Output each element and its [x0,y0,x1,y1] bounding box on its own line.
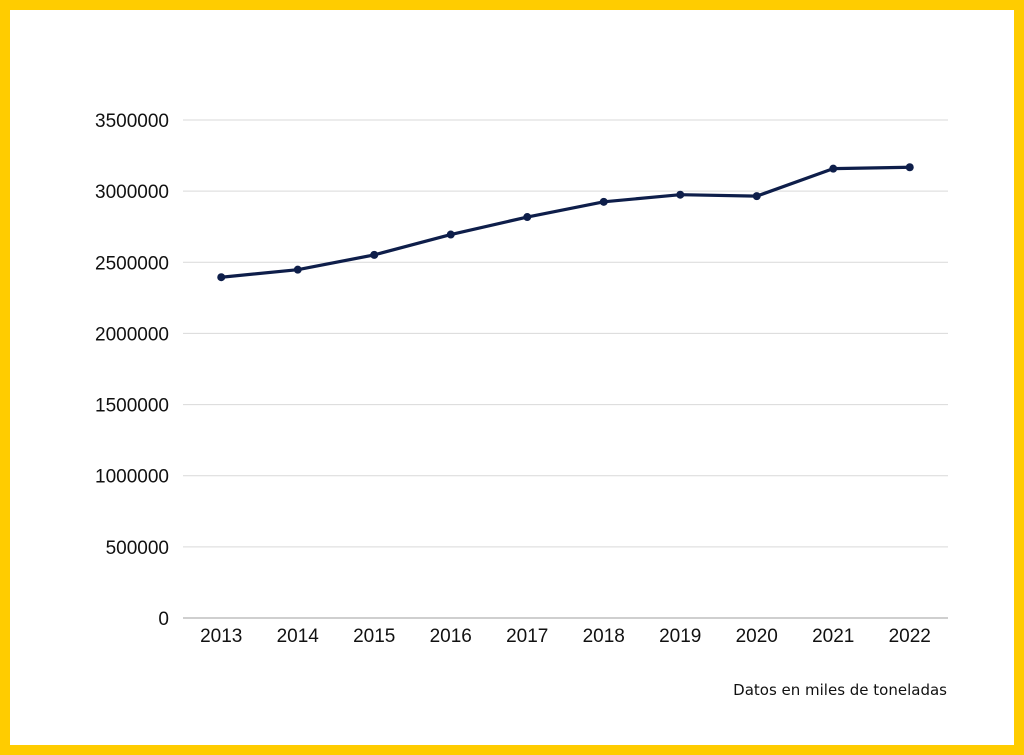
x-tick-label: 2022 [889,626,931,647]
y-tick-label: 2500000 [95,253,169,274]
x-tick-label: 2016 [430,626,472,647]
units-note: Datos en miles de toneladas [733,681,947,699]
y-tick-label: 500000 [106,538,169,559]
x-tick-label: 2017 [506,626,548,647]
y-axis-tick-labels: 0 500000 1000000 1500000 2000000 2500000 30000… [95,111,169,630]
data-point-2016 [446,230,455,239]
series-group [217,163,914,282]
x-tick-label: 2014 [277,626,320,647]
x-tick-label: 2021 [812,626,854,647]
x-tick-label: 2013 [200,626,242,647]
data-point-2019 [676,190,685,199]
y-tick-label: 0 [158,609,169,630]
x-tick-label: 2018 [583,626,625,647]
y-tick-label: 1000000 [95,467,169,488]
data-point-2022 [905,163,914,172]
data-point-2018 [599,197,608,206]
x-axis-tick-labels: 2013 2014 2015 2016 2017 2018 2019 2020 2021 2022 [200,626,931,647]
data-point-2013 [217,273,226,282]
series-line [219,165,912,279]
data-point-2015 [370,250,379,259]
y-tick-label: 3500000 [95,111,169,132]
x-tick-label: 2019 [659,626,701,647]
data-point-2017 [523,213,532,222]
data-point-2020 [752,192,761,201]
y-tick-label: 1500000 [95,396,169,417]
data-point-2021 [829,164,838,173]
gridlines [183,119,948,548]
data-point-2014 [293,265,302,274]
y-tick-label: 3000000 [95,182,169,203]
y-tick-label: 2000000 [95,324,169,345]
x-tick-label: 2015 [353,626,395,647]
x-tick-label: 2020 [736,626,778,647]
